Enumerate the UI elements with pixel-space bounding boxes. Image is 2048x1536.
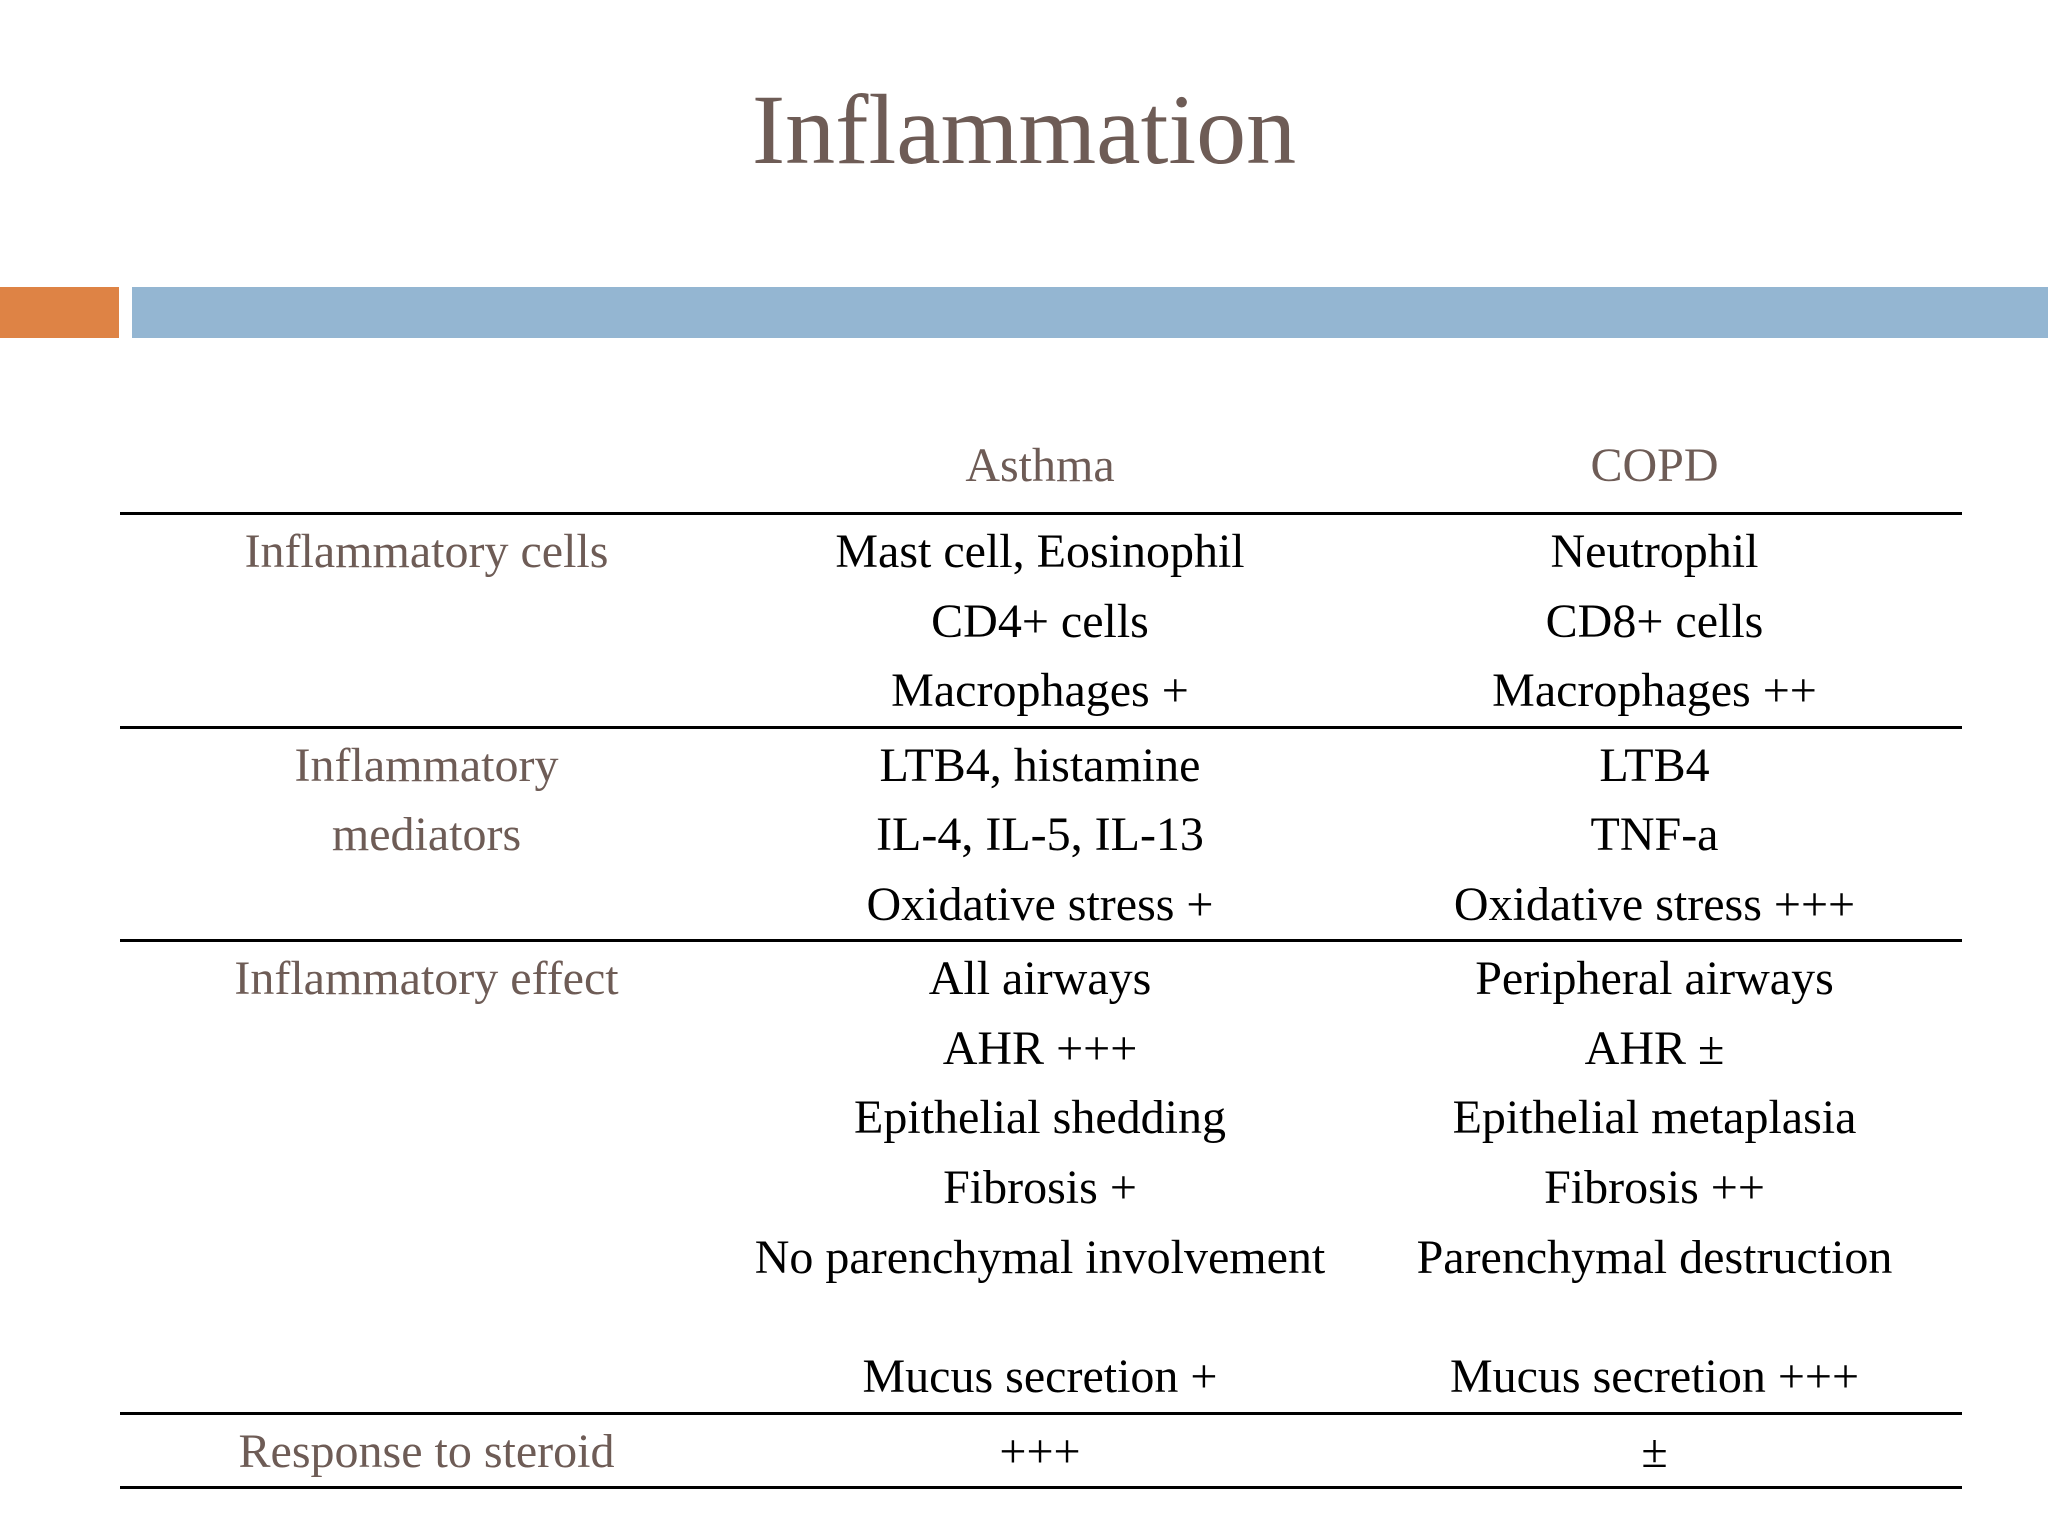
asthma-value: Macrophages +	[891, 664, 1189, 717]
table-row-inflammatory-effect: Inflammatory effect All airways AHR +++ …	[120, 942, 1962, 1415]
table-row-inflammatory-mediators: Inflammatory mediators LTB4, histamine I…	[120, 729, 1962, 942]
asthma-value: Fibrosis +	[943, 1160, 1137, 1214]
asthma-value: +++	[999, 1424, 1081, 1478]
asthma-value: LTB4, histamine	[879, 738, 1201, 792]
asthma-cell: Mast cell, Eosinophil CD4+ cells Macroph…	[733, 517, 1347, 726]
copd-value: AHR ±	[1584, 1021, 1725, 1075]
row-label: Inflammatory effect	[120, 944, 733, 1412]
copd-cell: ±	[1347, 1417, 1962, 1487]
copd-value: ±	[1641, 1424, 1668, 1478]
comparison-table: Asthma COPD Inflammatory cells Mast cell…	[120, 420, 1962, 1489]
row-label: Inflammatory mediators	[120, 731, 733, 940]
header-copd: COPD	[1590, 439, 1719, 493]
copd-cell: Peripheral airways AHR ± Epithelial meta…	[1347, 944, 1962, 1412]
accent-bar-orange	[0, 287, 119, 338]
asthma-value: Oxidative stress +	[866, 877, 1214, 931]
row-label: Inflammatory cells	[120, 517, 733, 726]
row-label: Response to steroid	[120, 1417, 733, 1487]
asthma-cell: +++	[733, 1417, 1347, 1487]
row-label-line: mediators	[331, 808, 522, 861]
copd-value: Fibrosis ++	[1544, 1160, 1765, 1214]
table-row-inflammatory-cells: Inflammatory cells Mast cell, Eosinophil…	[120, 515, 1962, 729]
asthma-cell: LTB4, histamine IL-4, IL-5, IL-13 Oxidat…	[733, 731, 1347, 940]
asthma-value: Mucus secretion +	[862, 1350, 1218, 1403]
asthma-value: Mast cell, Eosinophil	[835, 525, 1245, 578]
table-row-response-to-steroid: Response to steroid +++ ±	[120, 1415, 1962, 1489]
copd-value: TNF-a	[1590, 808, 1719, 861]
copd-value: Mucus secretion +++	[1449, 1350, 1860, 1403]
asthma-value: CD4+ cells	[931, 594, 1149, 648]
copd-cell: LTB4 TNF-a Oxidative stress +++	[1347, 731, 1962, 940]
asthma-value: All airways	[928, 952, 1152, 1005]
copd-value: LTB4	[1599, 738, 1710, 792]
copd-value: Oxidative stress +++	[1453, 877, 1856, 931]
copd-value: Neutrophil	[1550, 525, 1759, 578]
copd-value: Epithelial metaplasia	[1452, 1091, 1857, 1144]
copd-value: Parenchymal destruction	[1416, 1231, 1893, 1284]
asthma-value: Epithelial shedding	[854, 1091, 1226, 1144]
row-label-line: Response to steroid	[238, 1424, 615, 1478]
accent-bar-blue	[132, 287, 2048, 338]
row-label-line: Inflammatory	[294, 738, 559, 792]
asthma-value: AHR +++	[942, 1021, 1138, 1075]
asthma-cell: All airways AHR +++ Epithelial shedding …	[733, 944, 1347, 1412]
row-label-line: Inflammatory cells	[244, 525, 609, 578]
copd-value: Macrophages ++	[1492, 664, 1817, 717]
table-header-row: Asthma COPD	[120, 420, 1962, 515]
slide-title: Inflammation	[751, 74, 1297, 185]
copd-value: CD8+ cells	[1545, 594, 1764, 648]
asthma-value: No parenchymal involvement	[754, 1231, 1326, 1284]
copd-cell: Neutrophil CD8+ cells Macrophages ++	[1347, 517, 1962, 726]
header-asthma: Asthma	[965, 439, 1115, 493]
asthma-value: IL-4, IL-5, IL-13	[876, 808, 1204, 861]
copd-value: Peripheral airways	[1475, 952, 1834, 1005]
row-label-line: Inflammatory effect	[234, 952, 619, 1005]
